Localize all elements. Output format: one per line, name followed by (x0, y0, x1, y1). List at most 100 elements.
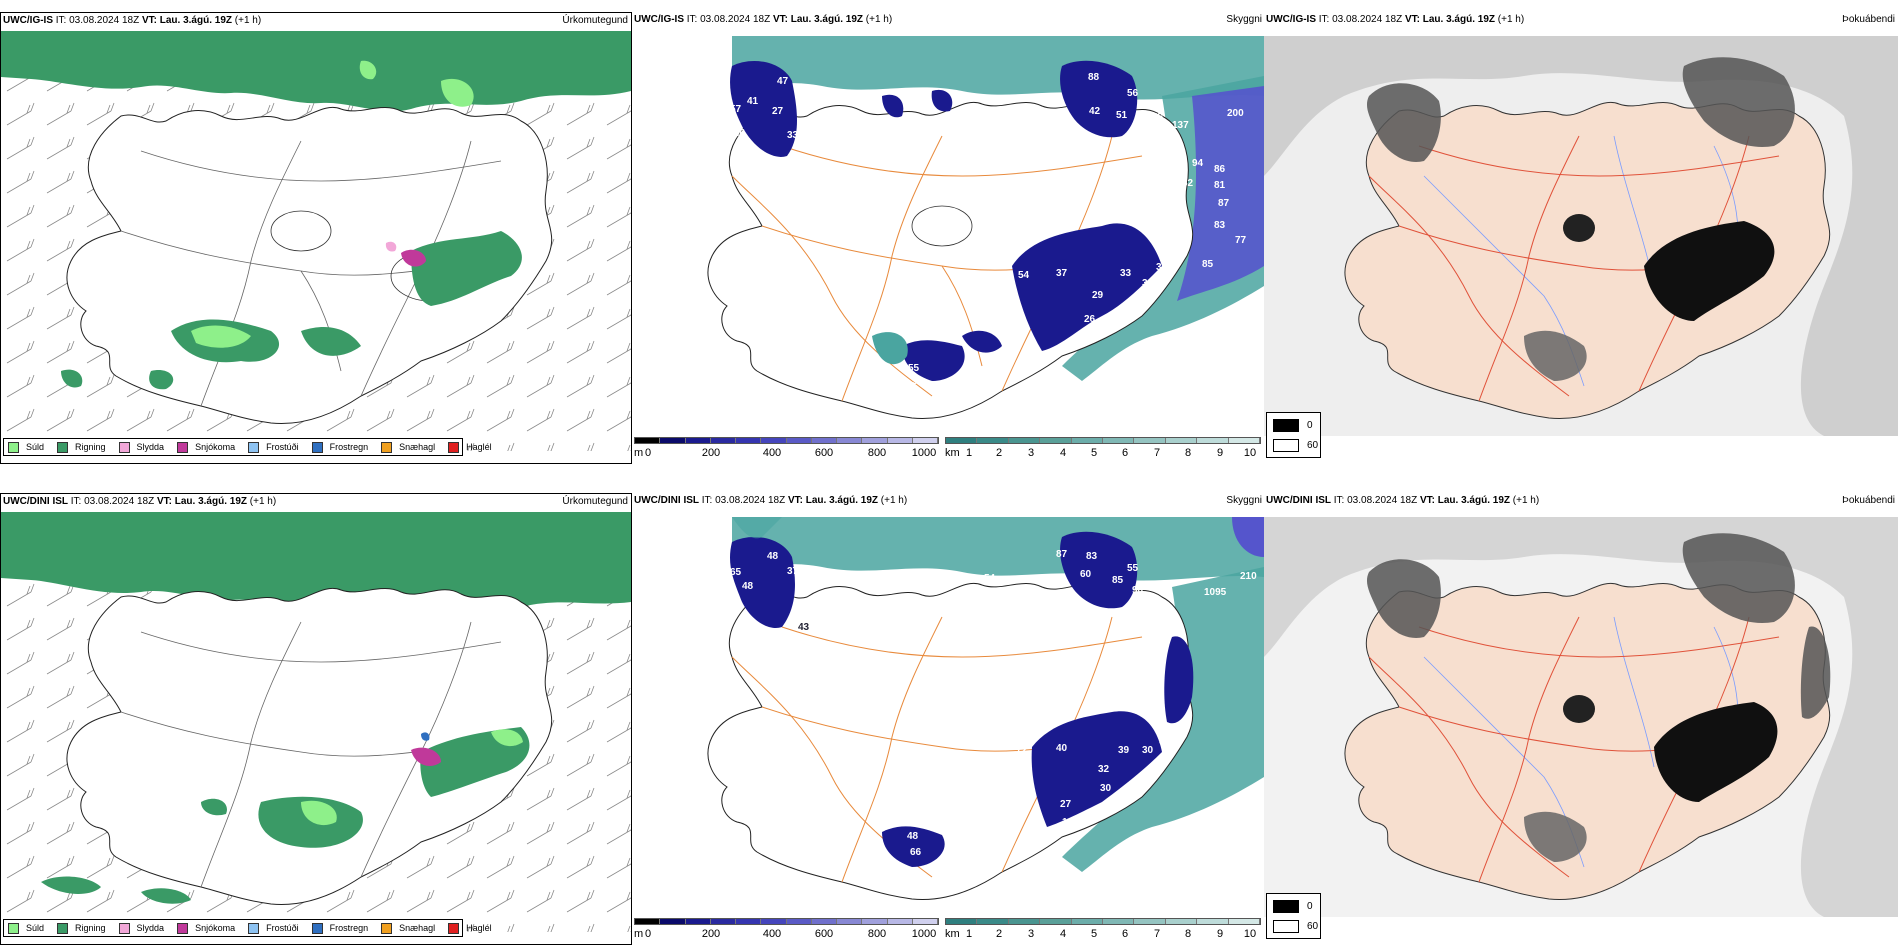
vt-label: VT: (1419, 495, 1435, 506)
km-tick: 3 (1027, 447, 1035, 459)
vis-value: 38 (1142, 296, 1154, 307)
legend-swatch (8, 922, 19, 934)
rain-area-north (1, 31, 631, 112)
legend-item: Súld (8, 441, 44, 453)
height-tick: 400 (762, 928, 782, 940)
drizzle-area-south (491, 729, 523, 747)
km-tick: 6 (1121, 928, 1129, 940)
height-tick: 600 (814, 928, 834, 940)
visibility-labels: 48 65 48 37 45 43 78 54 87 83 60 85 55 9… (730, 549, 1257, 888)
vis-value: 90 (1132, 585, 1144, 596)
km-tick: 7 (1153, 928, 1161, 940)
row1-fog-title: UWC/IG-IS IT: 03.08.2024 18Z VT: Lau. 3.… (1266, 14, 1524, 25)
legend-item: Rigning (57, 441, 106, 453)
legend-label: Frostúði (266, 442, 299, 452)
legend-swatch (248, 441, 260, 453)
vt-value: Lau. 3.ágú. 19Z (790, 14, 863, 25)
vt-label: VT: (787, 495, 803, 506)
sea-fog-north (732, 517, 1264, 581)
legend-swatch (311, 922, 323, 934)
km-colorbar-strip (945, 437, 1261, 444)
panel-name: Skyggni (1226, 14, 1262, 25)
vis-value: 25 (934, 877, 946, 888)
vis-value: 27 (772, 106, 784, 117)
vis-value: 57 (730, 104, 742, 115)
forecast-offset: (+1 h) (880, 495, 908, 506)
height-tick: 400 (762, 447, 782, 459)
vis-value: 54 (984, 573, 996, 584)
km-tick: 1 (965, 928, 973, 940)
fog-dark-spot (1563, 214, 1595, 242)
row2-visibility-title: UWC/DINI ISL IT: 03.08.2024 18Z VT: Lau.… (634, 495, 907, 506)
legend-label: Haglél (466, 442, 492, 452)
vis-value: 83 (1214, 220, 1226, 231)
model-name: UWC/DINI ISL (1266, 495, 1331, 506)
vis-value: 49 (992, 827, 1004, 838)
legend-swatch (381, 922, 393, 934)
km-tick: 2 (995, 447, 1003, 459)
vis-value: 42 (1089, 106, 1101, 117)
height-unit: m (634, 928, 644, 940)
fog-map (1264, 517, 1898, 917)
vis-value: 54 (1018, 270, 1030, 281)
vis-value: 45 (808, 601, 820, 612)
vis-value: 81 (1214, 180, 1226, 191)
visibility-map: 47 41 27 57 46 54 33 57 46 31 57 88 56 4… (707, 36, 1264, 420)
vis-value: 37 (1056, 268, 1068, 279)
legend-label: Frostregn (329, 442, 369, 452)
it-value: 03.08.2024 18Z (1332, 14, 1403, 25)
legend-swatch (248, 922, 260, 934)
vis-value: 48 (907, 831, 919, 842)
km-tick: 5 (1090, 928, 1098, 940)
fog-dark-spot (1563, 695, 1595, 723)
km-tick: 7 (1153, 447, 1161, 459)
legend-item: Snæhagl (381, 441, 436, 453)
height-tick: 0 (644, 928, 652, 940)
vt-label: VT: (141, 15, 157, 26)
legend-swatch (381, 441, 393, 453)
vt-label: VT: (772, 14, 788, 25)
height-tick: 1000 (911, 447, 937, 459)
vis-value: 51 (1116, 110, 1128, 121)
forecast-offset: (+1 h) (1512, 495, 1540, 506)
it-label: IT: (686, 14, 698, 25)
forecast-offset: (+1 h) (249, 496, 277, 507)
legend-label: Rigning (75, 923, 106, 933)
km-unit: km (945, 447, 960, 459)
vis-value: 50 (1135, 114, 1147, 125)
vis-value: 87 (1056, 549, 1068, 560)
vis-value: 137 (1172, 120, 1189, 131)
it-label: IT: (55, 15, 67, 26)
km-tick: 3 (1027, 928, 1035, 940)
vis-value: 66 (910, 847, 922, 858)
it-value: 03.08.2024 18Z (84, 496, 155, 507)
legend-label: Snæhagl (399, 442, 436, 452)
vis-value: 55 (1127, 563, 1139, 574)
km-tick: 10 (1243, 447, 1257, 459)
vis-value: 31 (988, 118, 1000, 129)
forecast-offset: (+1 h) (865, 14, 893, 25)
model-name: UWC/DINI ISL (3, 496, 68, 507)
fog-legend-value: 0 (1307, 420, 1313, 431)
fog-dark-se (1654, 702, 1778, 802)
vis-value: 43 (798, 622, 810, 633)
height-colorbar-strip (634, 437, 939, 444)
panel-name: Úrkomutegund (562, 15, 628, 26)
sea-fog-north (732, 36, 1264, 100)
legend-label: Haglél (466, 923, 492, 933)
vis-value: 85 (1112, 575, 1124, 586)
precip-map (1, 31, 631, 451)
rain-area-south (61, 369, 174, 390)
legend-swatch (311, 441, 323, 453)
vis-value: 30 (1142, 745, 1154, 756)
vis-value: 40 (1056, 743, 1068, 754)
legend-swatch (448, 922, 460, 934)
vis-value: 37 (787, 566, 799, 577)
vis-value: 77 (1235, 235, 1247, 246)
fog-legend: 0 60 (1266, 893, 1321, 939)
it-value: 03.08.2024 18Z (69, 15, 140, 26)
vis-value: 57 (1022, 118, 1034, 129)
vis-value: 38 (1156, 262, 1168, 273)
it-label: IT: (1333, 495, 1345, 506)
sleet-area (385, 241, 397, 252)
